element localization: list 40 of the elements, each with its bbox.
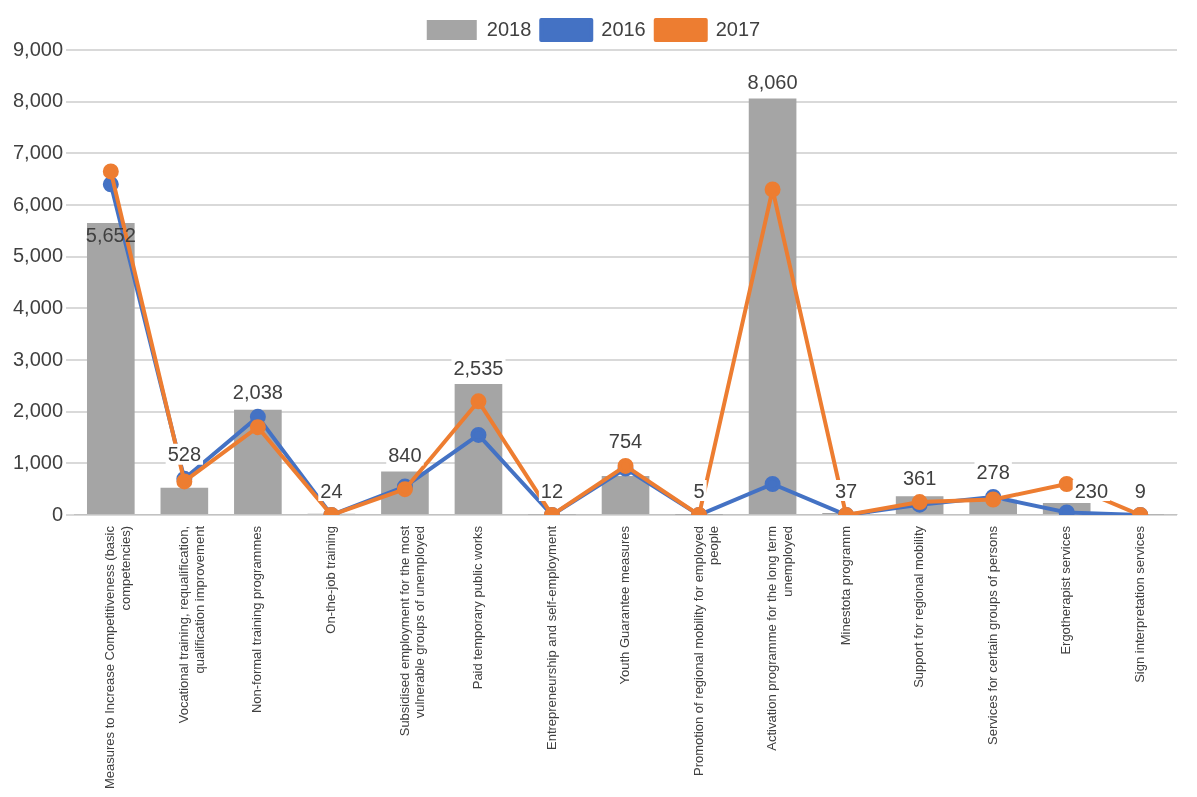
x-tick-label: Measures to Increase Competitiveness (basic competencies) [102, 525, 133, 790]
x-tick-label: Promotion of regional mobility for employed people [690, 526, 722, 777]
data-label: 528 [167, 443, 202, 466]
x-tick-label: Services for certain groups of persons [984, 525, 1000, 745]
data-label: 754 [608, 430, 643, 453]
data-label: 12 [540, 479, 564, 502]
data-label: 24 [320, 479, 343, 502]
x-tick-label: Non-formal training programmes [249, 525, 265, 714]
y-tick-label: 3,000 [12, 347, 64, 370]
y-tick-label: 4,000 [12, 295, 64, 318]
y-tick-label: 7,000 [12, 140, 64, 163]
x-tick-label: On-the-job training [322, 526, 338, 634]
data-label: 361 [902, 466, 937, 489]
x-tick-label: Support for regional mobility [911, 525, 927, 688]
data-label: 2,535 [453, 356, 504, 379]
x-tick-label: Entrepreneurship and self-employment [543, 525, 559, 751]
y-tick-label: 2,000 [12, 399, 64, 422]
legend-label: 2018 [486, 17, 532, 40]
data-label: 2,038 [232, 381, 283, 404]
data-label: 37 [834, 479, 858, 502]
y-tick-label: 1,000 [12, 450, 64, 473]
x-tick-label: Minestota programm [837, 526, 853, 646]
x-tick-label: Sign interpretation services [1131, 525, 1147, 683]
y-tick-label: 6,000 [12, 192, 64, 215]
x-tick-label: Ergotherapist services [1058, 525, 1074, 655]
data-label: 278 [976, 461, 1010, 484]
legend-label: 2017 [715, 17, 761, 40]
data-label: 230 [1074, 479, 1109, 502]
x-tick-label: Youth Guarantee measures [617, 525, 633, 685]
x-tick-label: Paid temporary public works [470, 525, 486, 690]
y-tick-label: 8,000 [12, 89, 64, 112]
y-tick-label: 9,000 [12, 37, 64, 60]
data-label: 9 [1134, 479, 1146, 502]
data-label: 840 [388, 444, 422, 467]
data-label: 8,060 [747, 71, 798, 94]
y-tick-label: 5,000 [12, 244, 64, 267]
x-tick-label: Subsidised employment for the most vulnerable groups of unemployed [396, 525, 428, 737]
legend-label: 2016 [601, 17, 646, 40]
data-label: 5 [693, 479, 705, 502]
y-tick-label: 0 [51, 502, 64, 525]
